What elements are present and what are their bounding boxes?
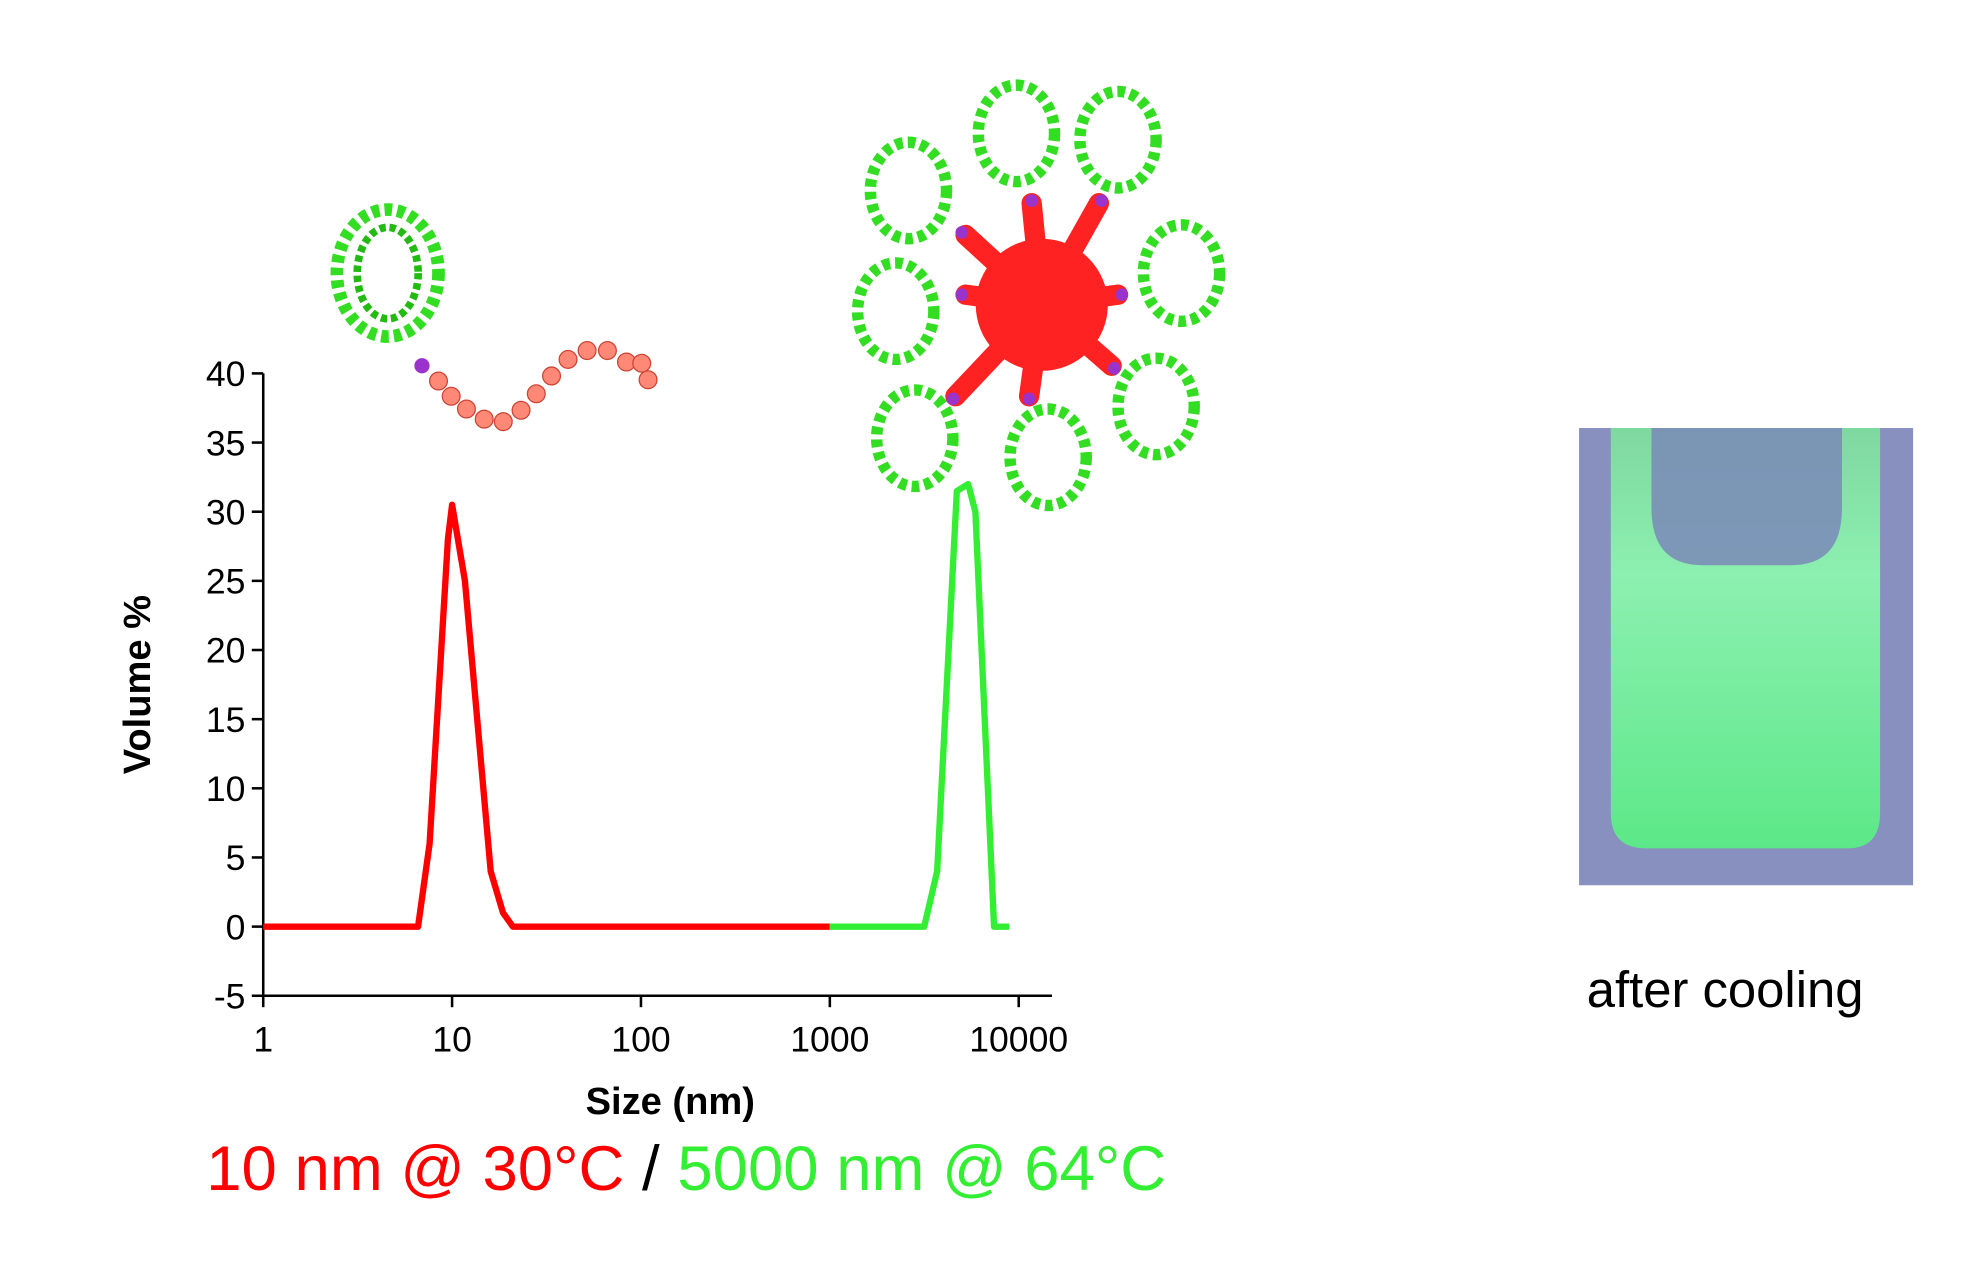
annotation-part: /: [642, 1134, 660, 1204]
annotation-part: 10 nm @ 30°C: [206, 1134, 624, 1204]
x-tick-label: 100: [611, 1020, 670, 1060]
x-tick-label: 1: [253, 1020, 273, 1060]
x-tick-label: 1000: [790, 1020, 869, 1060]
y-tick-label: 25: [206, 562, 246, 602]
plot-area: -5 0 5 10 15 20 25 30 35 40 1 10 100 1000 10000 Size (n…: [117, 354, 1068, 1123]
caption: after cooling: [1587, 961, 1864, 1018]
y-tick-label: 20: [206, 631, 246, 671]
y-tick-label: 0: [226, 907, 246, 947]
x-tick-label: 10: [432, 1020, 472, 1060]
y-tick-label: 5: [226, 838, 246, 878]
cuvette-photo: [1579, 428, 1914, 886]
data-line: [263, 501, 830, 930]
y-tick-label: 30: [206, 492, 246, 532]
y-tick-label: -5: [214, 976, 246, 1016]
y-tick-label: 35: [206, 423, 246, 463]
y-tick-label: 15: [206, 700, 246, 740]
annotation: 10 nm @ 30°C / 5000 nm @ 64°C: [206, 1134, 1166, 1204]
aggregate-illustration: [851, 79, 1226, 512]
y-tick-label: 40: [206, 354, 246, 394]
x-tick-label: 10000: [969, 1020, 1068, 1060]
y-tick-label: 10: [206, 769, 246, 809]
y-axis-label: Volume %: [117, 595, 159, 774]
protein-illustration: [330, 203, 658, 432]
data-line: [829, 480, 1010, 930]
annotation-part: 5000 nm @ 64°C: [677, 1134, 1166, 1204]
x-axis-label: Size (nm): [586, 1081, 755, 1123]
